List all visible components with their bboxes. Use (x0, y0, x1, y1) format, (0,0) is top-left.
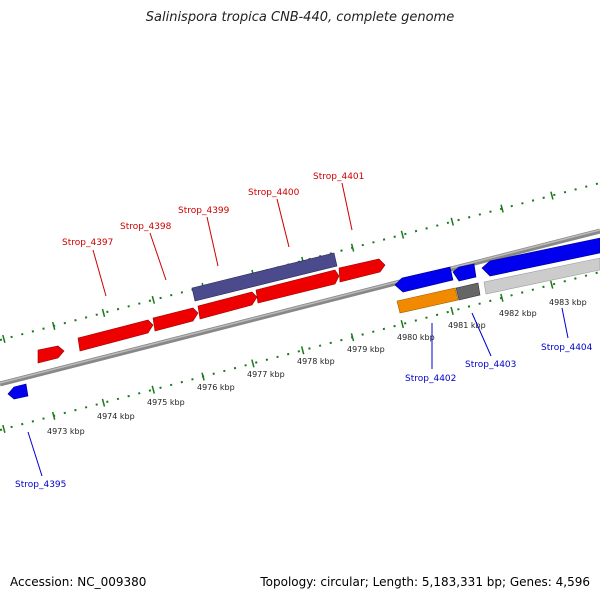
leader-strop-4401 (341, 182, 353, 231)
gene-strop-4399[interactable] (197, 291, 258, 320)
gene-strop-4403[interactable] (455, 282, 481, 301)
gene-strop-4400[interactable] (191, 252, 338, 302)
major-tick (550, 191, 554, 200)
gene-label-strop-4404[interactable]: Strop_4404 (541, 343, 593, 353)
major-tick (500, 204, 504, 213)
gene-strop-4402[interactable] (396, 287, 459, 314)
major-tick (51, 411, 56, 420)
tick-label: 4978 kbp (297, 357, 335, 366)
major-tick (400, 320, 405, 329)
major-tick (101, 308, 106, 317)
gene-strop-4398[interactable] (152, 307, 199, 332)
leader-strop-4399 (206, 216, 219, 267)
major-tick (549, 280, 554, 289)
gene-label-strop-4401[interactable]: Strop_4401 (313, 172, 364, 182)
gene-strop-4395[interactable] (7, 383, 29, 400)
major-tick (350, 243, 355, 252)
gene-strop-4397[interactable] (77, 319, 154, 352)
major-ticks (2, 191, 554, 434)
major-tick (500, 293, 504, 302)
gene-label-strop-4399[interactable]: Strop_4399 (178, 206, 230, 216)
map-title: Salinispora tropica CNB-440, complete ge… (145, 10, 455, 25)
tick-label: 4976 kbp (197, 383, 235, 392)
gene-label-strop-4400[interactable]: Strop_4400 (248, 188, 300, 198)
major-tick (450, 217, 455, 226)
leader-strop-4400 (276, 198, 290, 248)
gene-label-strop-4402[interactable]: Strop_4402 (405, 374, 456, 384)
genome-summary-text: Topology: circular; Length: 5,183,331 bp… (260, 575, 590, 589)
gene-label-strop-4403[interactable]: Strop_4403 (465, 360, 516, 370)
major-tick (2, 424, 6, 434)
major-tick (151, 385, 156, 394)
major-tick (201, 372, 205, 381)
gene-strop-4401[interactable] (338, 258, 386, 283)
major-tick (101, 398, 106, 407)
gene-grey-light[interactable] (483, 257, 600, 295)
tick-label: 4979 kbp (347, 345, 385, 354)
major-tick (300, 346, 305, 355)
tick-label: 4982 kbp (499, 309, 537, 318)
leader-strop-4403 (471, 312, 492, 357)
leader-strop-4395 (27, 431, 43, 477)
tick-label: 4980 kbp (397, 333, 435, 342)
tick-label: 4977 kbp (247, 370, 285, 379)
gene-reverse-b[interactable] (452, 263, 477, 282)
backbone-highlight (0, 229, 600, 384)
accession-text: Accession: NC_009380 (10, 575, 147, 589)
gene-label-strop-4398[interactable]: Strop_4398 (120, 222, 172, 232)
tick-label: 4974 kbp (97, 412, 135, 421)
major-tick (251, 359, 255, 368)
genome-backbone (0, 228, 600, 387)
tick-label: 4973 kbp (47, 427, 85, 436)
major-tick (2, 334, 6, 344)
major-tick (51, 321, 56, 331)
gene-strop-4400-fwd[interactable] (255, 269, 340, 304)
major-tick (151, 295, 156, 304)
tick-label: 4981 kbp (448, 321, 486, 330)
leader-strop-4398 (149, 232, 167, 281)
gene-strop-4404[interactable] (481, 237, 600, 277)
tick-label: 4983 kbp (549, 298, 587, 307)
major-tick (450, 306, 454, 316)
tick-label: 4975 kbp (147, 398, 185, 407)
gene-label-strop-4395[interactable]: Strop_4395 (15, 480, 66, 490)
major-tick (400, 230, 405, 239)
gene-reverse-a[interactable] (394, 266, 454, 293)
leader-strop-4404 (561, 307, 569, 339)
reverse-tick-track (0, 271, 600, 431)
major-tick (350, 333, 355, 342)
leader-strop-4397 (92, 249, 107, 297)
gene-strop-4396[interactable] (37, 345, 65, 364)
gene-label-strop-4397[interactable]: Strop_4397 (62, 238, 113, 248)
